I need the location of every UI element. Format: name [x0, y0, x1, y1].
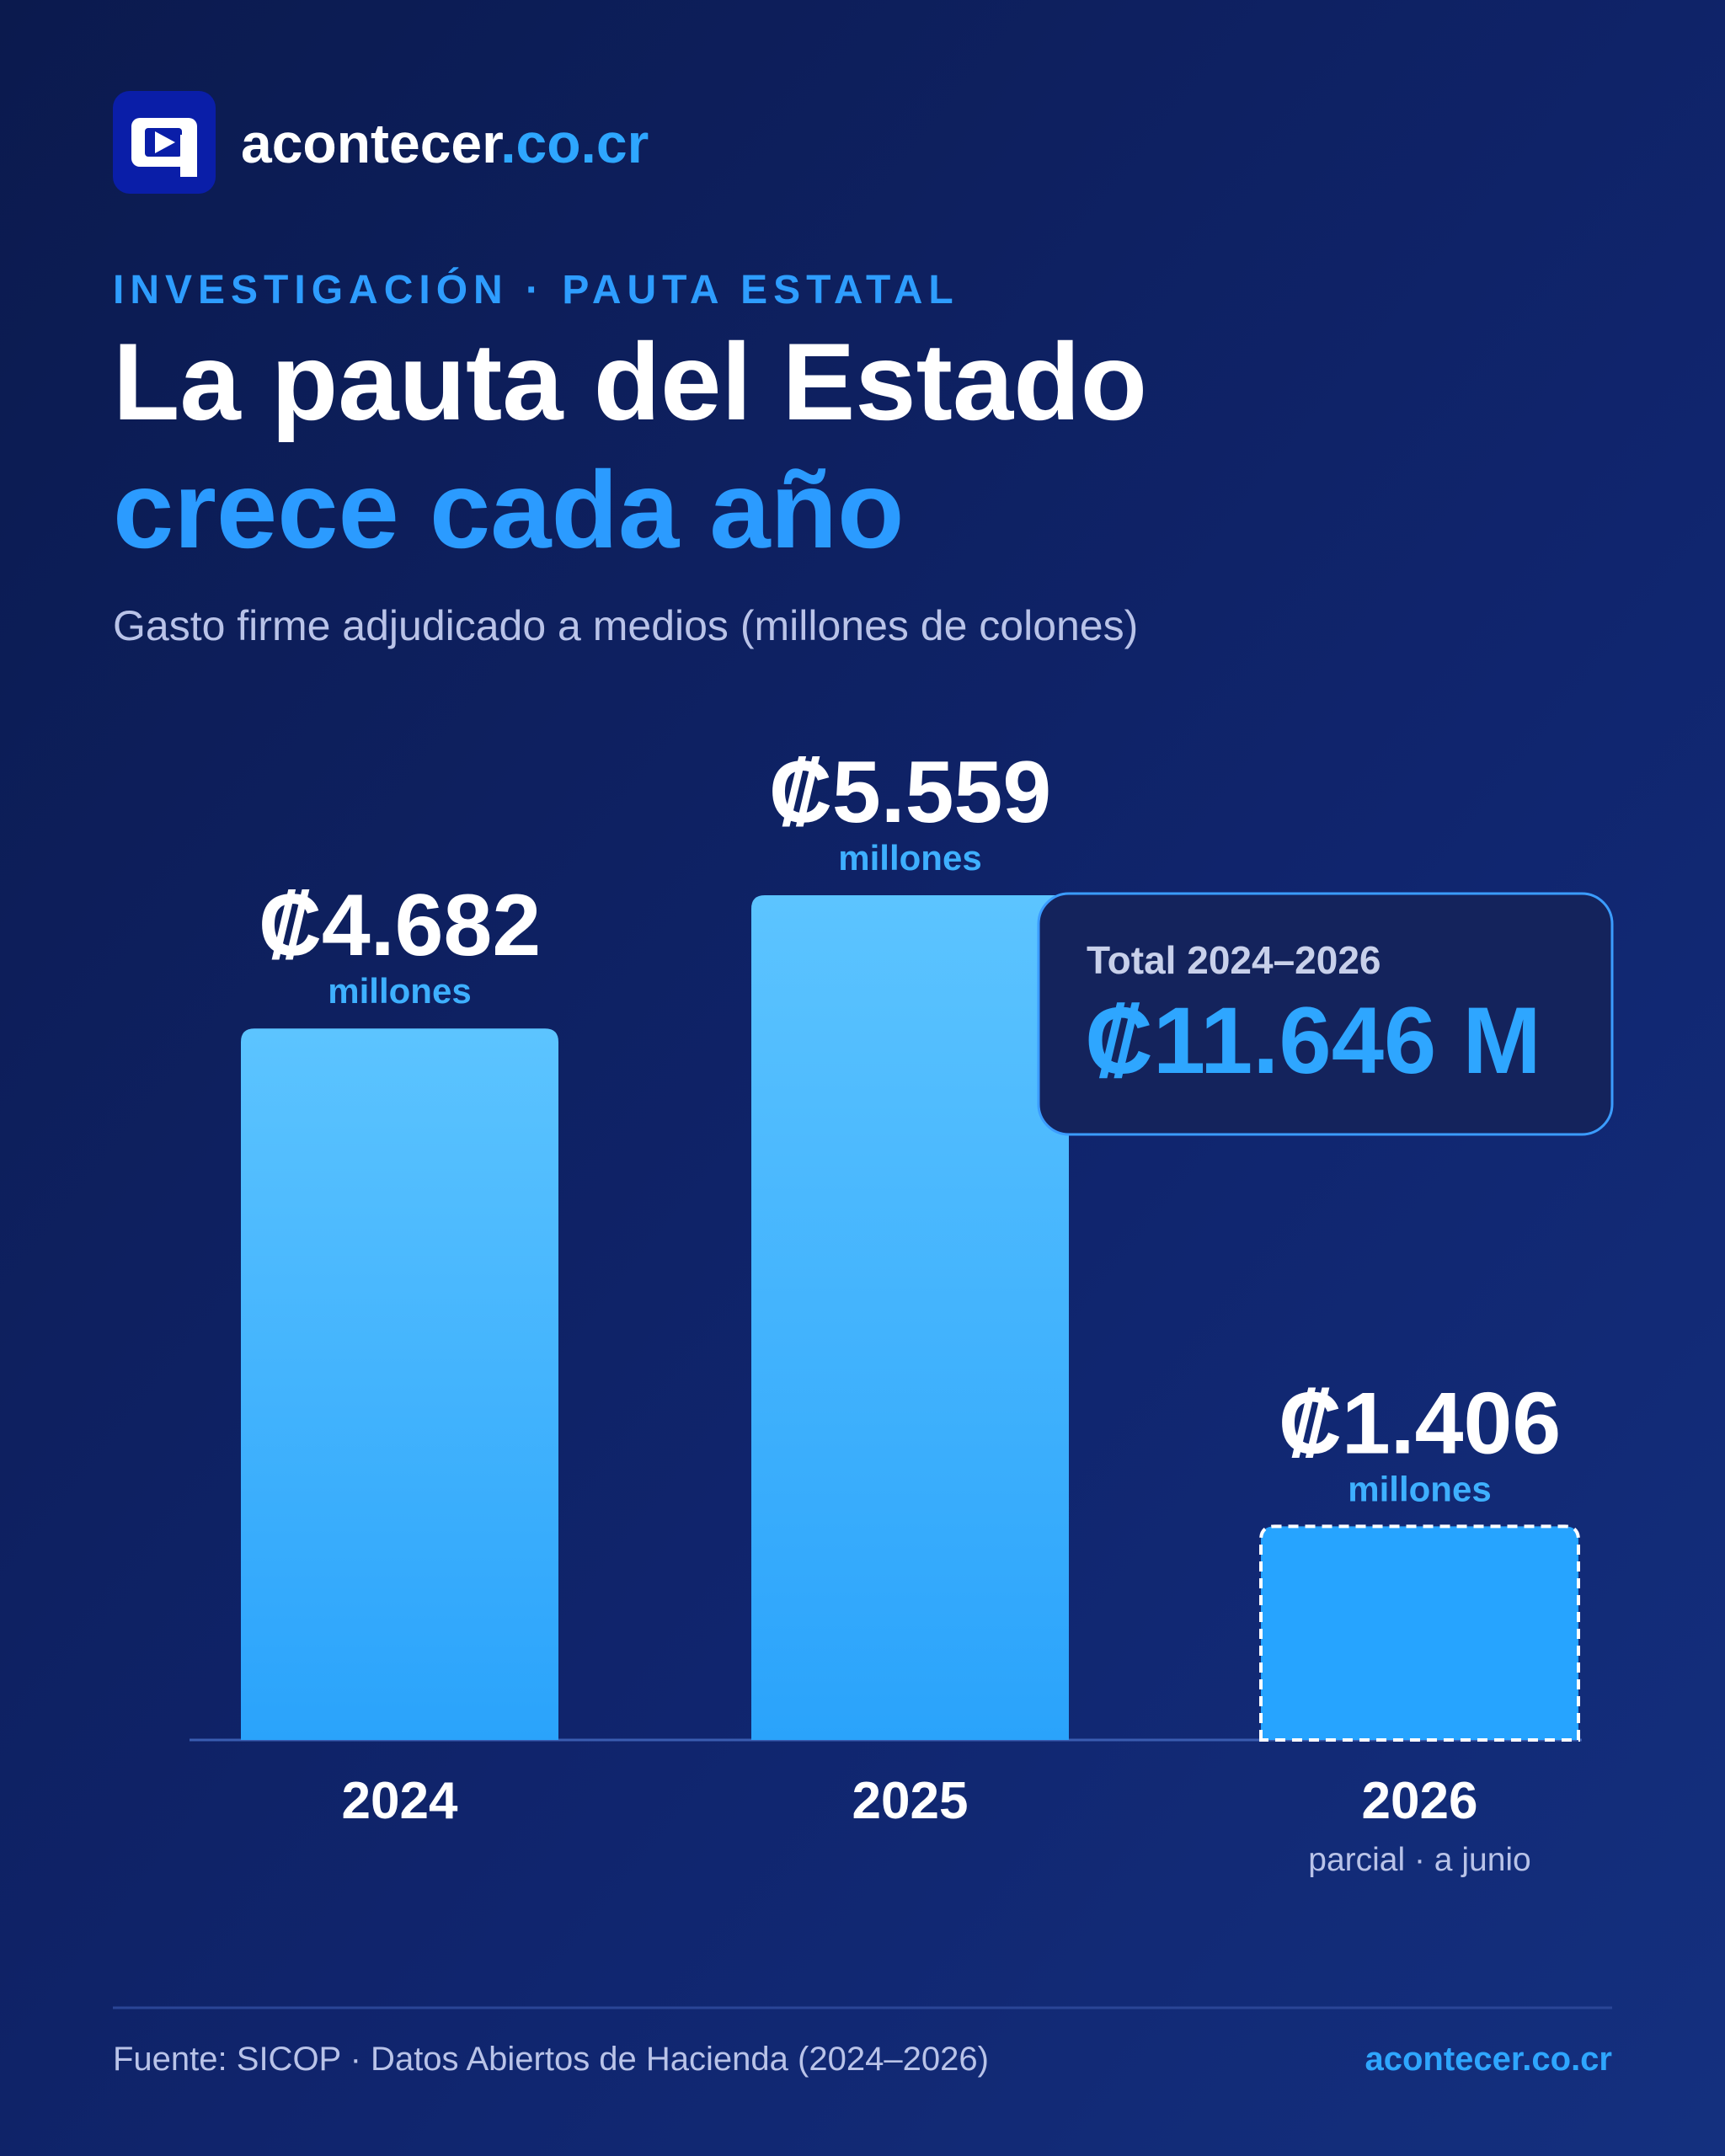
value-unit: millones — [1348, 1469, 1491, 1508]
chart-subtitle: Gasto firme adjudicado a medios (millone… — [113, 602, 1138, 649]
value-label: ₡4.682 — [259, 877, 541, 974]
total-label: Total 2024–2026 — [1087, 938, 1381, 982]
footer-brand: acontecer.co.cr — [1365, 2041, 1613, 2078]
total-box-frame — [1037, 892, 1614, 1136]
value-unit: millones — [838, 838, 981, 878]
x-tick-label: 2026 — [1362, 1772, 1478, 1830]
total-box: Total 2024–2026 ₡11.646 M — [1037, 892, 1614, 1136]
brand: acontecer.co.cr — [241, 112, 649, 174]
chart-title: La pauta del Estado — [113, 320, 1147, 443]
kicker: INVESTIGACIÓN · PAUTA ESTATAL — [113, 266, 959, 312]
footer-source: Fuente: SICOP · Datos Abiertos de Hacien… — [113, 2041, 989, 2078]
brand-domain: .co.cr — [500, 112, 649, 174]
value-unit: millones — [328, 971, 471, 1011]
bar — [751, 895, 1069, 1740]
brand-name: acontecer — [241, 112, 503, 174]
bar — [241, 1028, 558, 1740]
bar — [1259, 1524, 1580, 1742]
logo-icon — [113, 91, 216, 194]
category-note: parcial · a junio — [1308, 1842, 1530, 1878]
bars: ₡4.682millones2024₡5.559millones2025₡1.4… — [241, 744, 1580, 1878]
x-tick-label: 2024 — [342, 1772, 458, 1830]
value-label: ₡1.406 — [1279, 1374, 1561, 1472]
chart-title-highlight: crece cada año — [113, 448, 904, 571]
x-tick-label: 2025 — [852, 1772, 969, 1830]
total-value: ₡11.646 M — [1085, 988, 1541, 1093]
value-label: ₡5.559 — [769, 744, 1051, 841]
